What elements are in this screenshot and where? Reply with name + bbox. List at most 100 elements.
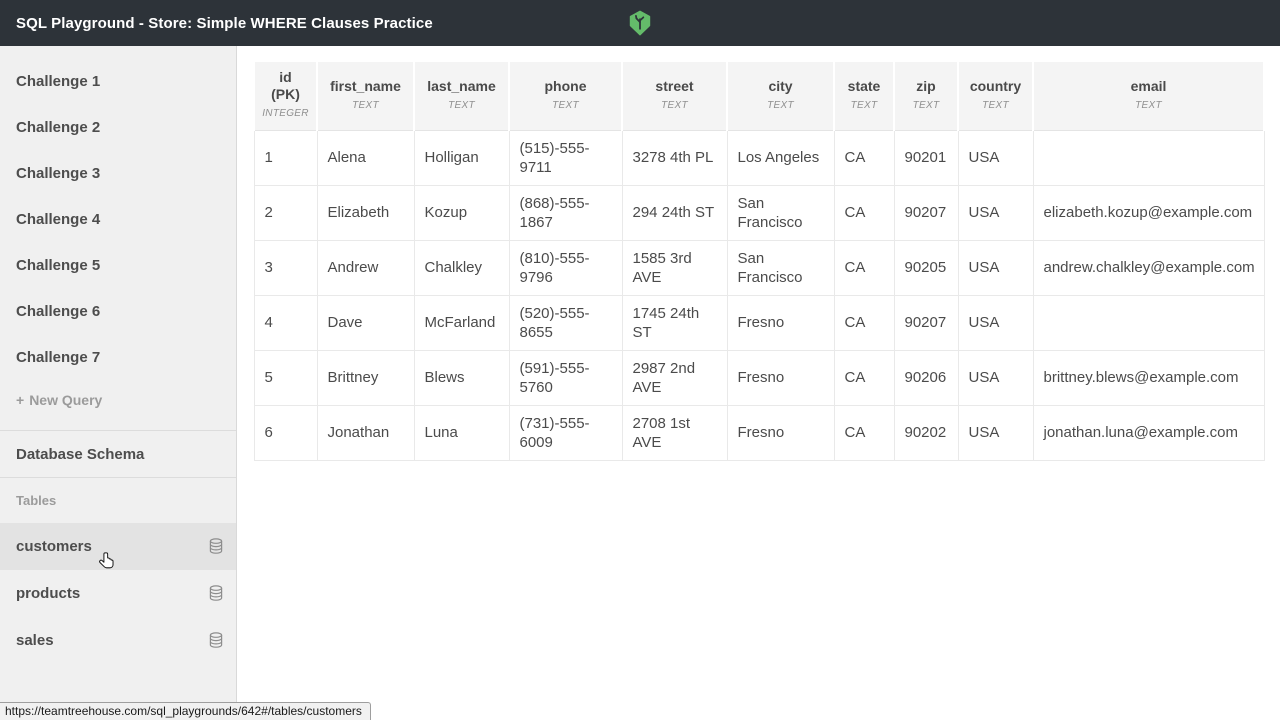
table-item-label: customers: [16, 538, 92, 555]
table-cell: andrew.chalkley@example.com: [1032, 239, 1265, 296]
column-name: first_name: [330, 77, 401, 94]
table-cell: 90201: [893, 129, 959, 186]
new-query-label: New Query: [29, 392, 103, 408]
column-type: TEXT: [912, 99, 940, 111]
column-name: phone: [544, 77, 587, 94]
column-type: TEXT: [982, 99, 1009, 111]
column-header-city: city TEXT: [726, 62, 835, 131]
column-header-zip: zip TEXT: [893, 62, 959, 131]
table-cell: (591)-555-5760: [508, 349, 623, 406]
table-cell: CA: [833, 184, 895, 241]
table-item-label: sales: [16, 632, 54, 649]
table-cell: 90202: [893, 404, 959, 461]
sidebar-item-challenge-1[interactable]: Challenge 1: [16, 72, 101, 90]
table-row: 3 Andrew Chalkley (810)-555-9796 1585 3rd AV…: [253, 239, 1265, 296]
table-cell: (520)-555-8655: [508, 294, 623, 351]
table-cell: Luna: [413, 404, 510, 461]
table-cell: 3: [253, 239, 318, 296]
column-name: city: [768, 77, 793, 94]
table-cell: Andrew: [316, 239, 415, 296]
new-query-button[interactable]: + New Query: [0, 380, 236, 420]
table-cell: 2: [253, 184, 318, 241]
table-cell: CA: [833, 129, 895, 186]
table-cell: 1585 3rd AVE: [621, 239, 728, 296]
challenge-list: Challenge 1 Challenge 2 Challenge 3 Challen…: [0, 58, 236, 380]
table-list: customers products sales: [0, 523, 236, 664]
table-cell: San Francisco: [726, 239, 835, 296]
column-name: zip: [916, 77, 936, 94]
database-icon: [209, 632, 223, 649]
table-cell: 294 24th ST: [621, 184, 728, 241]
column-name: last_name: [427, 77, 496, 94]
column-header-email: email TEXT: [1032, 62, 1265, 131]
topbar: SQL Playground - Store: Simple WHERE Cla…: [0, 0, 1280, 46]
column-name: country: [969, 77, 1022, 94]
table-cell: 1745 24th ST: [621, 294, 728, 351]
column-type: TEXT: [661, 99, 688, 111]
column-name: state: [847, 77, 881, 94]
sidebar-item-challenge-3[interactable]: Challenge 3: [16, 164, 101, 182]
main-content: id (PK) INTEGER first_name TEXT last_name TEX…: [237, 46, 1280, 720]
table-cell: USA: [957, 349, 1034, 406]
sidebar-table-item-customers[interactable]: customers: [0, 523, 236, 570]
table-cell: CA: [833, 239, 895, 296]
table-body: 1 Alena Holligan (515)-555-9711 3278 4th PL L…: [253, 129, 1265, 461]
sidebar-item-challenge-7[interactable]: Challenge 7: [16, 348, 101, 366]
sidebar-table-item-products[interactable]: products: [0, 570, 236, 617]
table-cell: USA: [957, 239, 1034, 296]
table-cell: 6: [253, 404, 318, 461]
table-cell: USA: [957, 184, 1034, 241]
sidebar-item-challenge-2[interactable]: Challenge 2: [16, 118, 101, 136]
table-item-label: products: [16, 585, 81, 602]
table-cell: 90207: [893, 184, 959, 241]
status-url-tooltip: https://teamtreehouse.com/sql_playground…: [0, 702, 371, 720]
table-cell: (515)-555-9711: [508, 129, 623, 186]
sidebar: Challenge 1 Challenge 2 Challenge 3 Challen…: [0, 46, 237, 720]
sidebar-table-item-sales[interactable]: sales: [0, 617, 236, 664]
table-cell: Fresno: [726, 294, 835, 351]
table-cell: Elizabeth: [316, 184, 415, 241]
table-cell: [1032, 129, 1265, 186]
table-cell: Alena: [316, 129, 415, 186]
table-cell: CA: [833, 404, 895, 461]
column-name: id (PK): [271, 69, 300, 103]
sidebar-item-challenge-5[interactable]: Challenge 5: [16, 256, 101, 274]
table-cell: jonathan.luna@example.com: [1032, 404, 1265, 461]
table-cell: Fresno: [726, 404, 835, 461]
table-cell: Blews: [413, 349, 510, 406]
table-header-row: id (PK) INTEGER first_name TEXT last_name TEX…: [253, 62, 1265, 131]
table-row: 1 Alena Holligan (515)-555-9711 3278 4th PL L…: [253, 129, 1265, 186]
column-type: TEXT: [1135, 99, 1162, 111]
table-cell: Dave: [316, 294, 415, 351]
database-schema-heading: Database Schema: [0, 430, 236, 478]
sidebar-item-challenge-4[interactable]: Challenge 4: [16, 210, 101, 228]
column-type: INTEGER: [262, 108, 309, 120]
table-cell: Fresno: [726, 349, 835, 406]
column-header-street: street TEXT: [621, 62, 728, 131]
table-cell: Los Angeles: [726, 129, 835, 186]
table-cell: Kozup: [413, 184, 510, 241]
column-name: street: [655, 77, 694, 94]
sidebar-item-challenge-6[interactable]: Challenge 6: [16, 302, 101, 320]
tables-section-label: Tables: [16, 493, 57, 508]
column-header-phone: phone TEXT: [508, 62, 623, 131]
table-cell: 1: [253, 129, 318, 186]
column-name: email: [1130, 77, 1167, 94]
table-cell: 2708 1st AVE: [621, 404, 728, 461]
table-cell: (731)-555-6009: [508, 404, 623, 461]
column-header-first_name: first_name TEXT: [316, 62, 415, 131]
table-cell: [1032, 294, 1265, 351]
table-row: 2 Elizabeth Kozup (868)-555-1867 294 24th ST…: [253, 184, 1265, 241]
table-cell: brittney.blews@example.com: [1032, 349, 1265, 406]
table-cell: 90207: [893, 294, 959, 351]
table-cell: elizabeth.kozup@example.com: [1032, 184, 1265, 241]
table-cell: (810)-555-9796: [508, 239, 623, 296]
table-cell: Brittney: [316, 349, 415, 406]
database-icon: [209, 538, 223, 555]
column-type: TEXT: [552, 99, 579, 111]
table-cell: 3278 4th PL: [621, 129, 728, 186]
table-cell: 90205: [893, 239, 959, 296]
table-cell: McFarland: [413, 294, 510, 351]
table-cell: 2987 2nd AVE: [621, 349, 728, 406]
window-title: SQL Playground - Store: Simple WHERE Cla…: [16, 14, 433, 32]
